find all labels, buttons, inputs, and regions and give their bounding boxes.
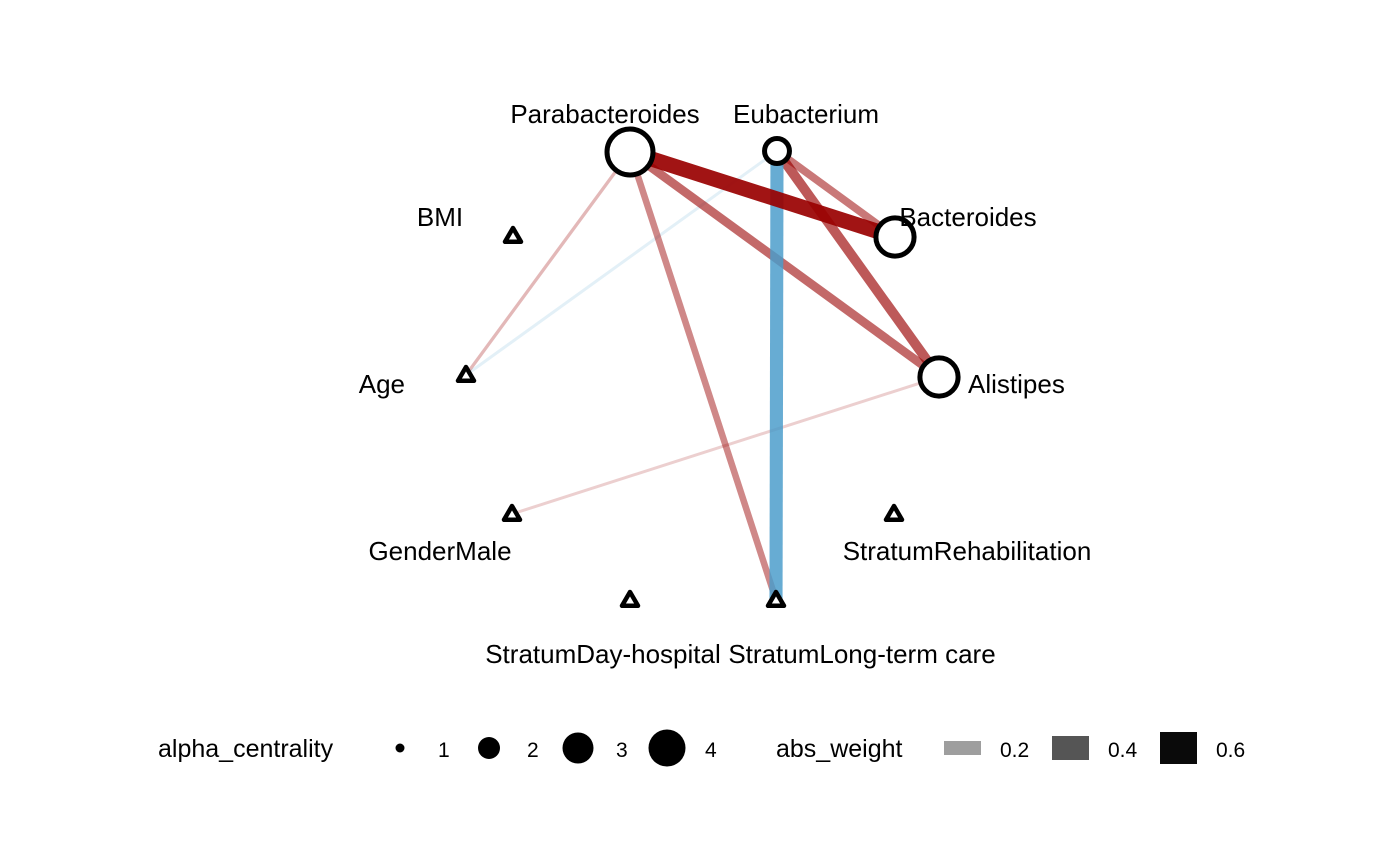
labels-layer: Parabacteroides Eubacterium Bacteroides Ali… bbox=[359, 99, 1092, 669]
edges-layer bbox=[464, 144, 943, 602]
alpha-centrality-legend-title: alpha_centrality bbox=[158, 735, 334, 763]
node-label-parabacteroides: Parabacteroides bbox=[510, 99, 699, 129]
alpha-legend-dot-2 bbox=[478, 737, 500, 759]
node-stratumdayhospital bbox=[619, 589, 641, 609]
weight-legend-label-0.2: 0.2 bbox=[1000, 739, 1029, 762]
alpha-legend-dot-1 bbox=[395, 743, 405, 753]
alpha-legend-label-4: 4 bbox=[705, 739, 717, 762]
node-label-age: Age bbox=[359, 369, 405, 399]
alpha-centrality-legend: alpha_centrality 1 2 3 4 bbox=[158, 729, 717, 767]
node-bmi bbox=[502, 225, 524, 245]
nodes-layer bbox=[455, 126, 961, 609]
edge-eubacterium-alistipes bbox=[773, 148, 943, 380]
edge-parabacteroides-stratumlongtermcare bbox=[626, 150, 780, 602]
node-gendermale bbox=[501, 503, 523, 523]
edge-eubacterium-stratumlongtermcare bbox=[769, 150, 784, 601]
alpha-legend-dot-3 bbox=[562, 732, 594, 764]
node-age bbox=[455, 364, 477, 384]
node-label-stratumdayhospital: StratumDay-hospital bbox=[485, 639, 721, 669]
node-label-stratumrehabilitation: StratumRehabilitation bbox=[843, 536, 1092, 566]
node-label-alistipes: Alistipes bbox=[968, 369, 1065, 399]
node-label-stratumlongtermcare: StratumLong-term care bbox=[728, 639, 995, 669]
alpha-legend-label-3: 3 bbox=[616, 739, 628, 762]
node-label-eubacterium: Eubacterium bbox=[733, 99, 879, 129]
abs-weight-legend: abs_weight 0.2 0.4 0.6 bbox=[776, 732, 1245, 764]
weight-legend-label-0.6: 0.6 bbox=[1216, 739, 1245, 762]
node-eubacterium bbox=[762, 136, 792, 166]
weight-legend-swatch-0.6 bbox=[1160, 732, 1197, 764]
node-alistipes bbox=[917, 355, 961, 399]
abs-weight-legend-title: abs_weight bbox=[776, 735, 903, 763]
node-stratumrehabilitation bbox=[883, 503, 905, 523]
edge-alistipes-gendermale bbox=[511, 375, 940, 516]
weight-legend-swatch-0.4 bbox=[1052, 736, 1089, 760]
weight-legend-swatch-0.2 bbox=[944, 741, 981, 755]
node-bacteroides bbox=[873, 215, 917, 259]
node-stratumlongtermcare bbox=[765, 589, 787, 609]
weight-legend-label-0.4: 0.4 bbox=[1108, 739, 1138, 762]
node-parabacteroides bbox=[604, 126, 656, 178]
alpha-legend-dot-4 bbox=[648, 729, 686, 767]
alpha-legend-label-2: 2 bbox=[527, 739, 539, 762]
edge-parabacteroides-bacteroides bbox=[627, 144, 898, 245]
edge-parabacteroides-age bbox=[464, 151, 632, 376]
node-label-bmi: BMI bbox=[417, 202, 463, 232]
node-label-bacteroides: Bacteroides bbox=[899, 202, 1036, 232]
edge-parabacteroides-alistipes bbox=[627, 148, 942, 381]
alpha-legend-label-1: 1 bbox=[438, 739, 450, 762]
node-label-gendermale: GenderMale bbox=[368, 536, 511, 566]
legend: alpha_centrality 1 2 3 4 abs_weight 0.2 0.4 0… bbox=[158, 729, 1245, 767]
